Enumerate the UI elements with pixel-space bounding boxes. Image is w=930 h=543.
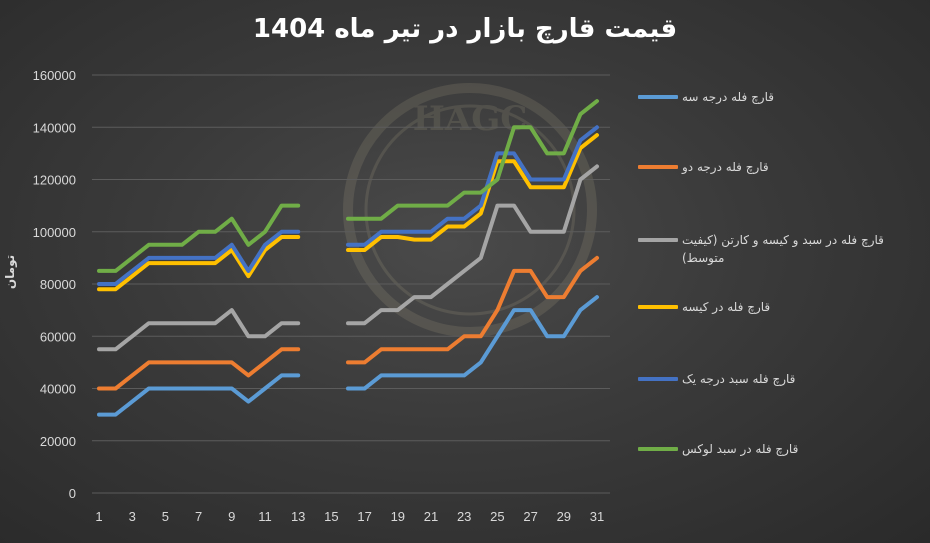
watermark-logo: HAGC bbox=[343, 83, 597, 337]
x-tick-label: 21 bbox=[424, 509, 438, 524]
x-tick-label: 27 bbox=[523, 509, 537, 524]
series-line-4 bbox=[97, 125, 599, 286]
x-tick-label: 25 bbox=[490, 509, 504, 524]
legend-label: قارچ فله در سبد لوکس bbox=[682, 442, 799, 456]
series-line-2 bbox=[97, 164, 599, 352]
y-tick-label: 20000 bbox=[40, 434, 76, 449]
legend-swatch bbox=[638, 377, 678, 381]
legend-swatch bbox=[638, 95, 678, 99]
y-tick-label: 160000 bbox=[33, 68, 76, 83]
legend-label: قارچ فله سبد درجه یک bbox=[682, 372, 796, 386]
legend-label: قارچ فله درجه دو bbox=[682, 160, 769, 174]
x-tick-label: 17 bbox=[357, 509, 371, 524]
legend-swatch bbox=[638, 238, 678, 242]
legend-label: قارچ فله درجه سه bbox=[682, 90, 774, 104]
y-tick-label: 100000 bbox=[33, 225, 76, 240]
legend-swatch bbox=[638, 447, 678, 451]
x-tick-label: 9 bbox=[228, 509, 235, 524]
y-tick-label: 80000 bbox=[40, 277, 76, 292]
series-line-5 bbox=[97, 99, 599, 273]
x-tick-label: 7 bbox=[195, 509, 202, 524]
x-tick-label: 19 bbox=[391, 509, 405, 524]
x-tick-label: 1 bbox=[95, 509, 102, 524]
y-tick-label: 40000 bbox=[40, 382, 76, 397]
x-tick-label: 3 bbox=[129, 509, 136, 524]
x-tick-label: 13 bbox=[291, 509, 305, 524]
legend-label: قارچ فله در سبد و کیسه و کارتن (کیفیت مت… bbox=[682, 233, 884, 265]
y-tick-label: 120000 bbox=[33, 173, 76, 188]
y-tick-label: 140000 bbox=[33, 120, 76, 135]
y-axis-label: تومان bbox=[3, 255, 18, 289]
chart-title: قیمت قارچ بازار در تیر ماه 1404 bbox=[252, 14, 678, 44]
y-tick-label: 0 bbox=[69, 486, 76, 501]
x-tick-label: 5 bbox=[162, 509, 169, 524]
legend-swatch bbox=[638, 165, 678, 169]
x-tick-label: 31 bbox=[590, 509, 604, 524]
y-tick-label: 60000 bbox=[40, 329, 76, 344]
legend-label: قارچ فله در کیسه bbox=[682, 300, 771, 314]
series-line-0 bbox=[97, 295, 599, 417]
x-tick-label: 29 bbox=[557, 509, 571, 524]
svg-text:HAGC: HAGC bbox=[413, 99, 528, 139]
x-tick-label: 11 bbox=[258, 509, 272, 524]
legend-swatch bbox=[638, 305, 678, 309]
series-line-3 bbox=[97, 133, 599, 292]
x-tick-label: 15 bbox=[324, 509, 338, 524]
x-tick-label: 23 bbox=[457, 509, 471, 524]
series-line-1 bbox=[97, 255, 599, 391]
